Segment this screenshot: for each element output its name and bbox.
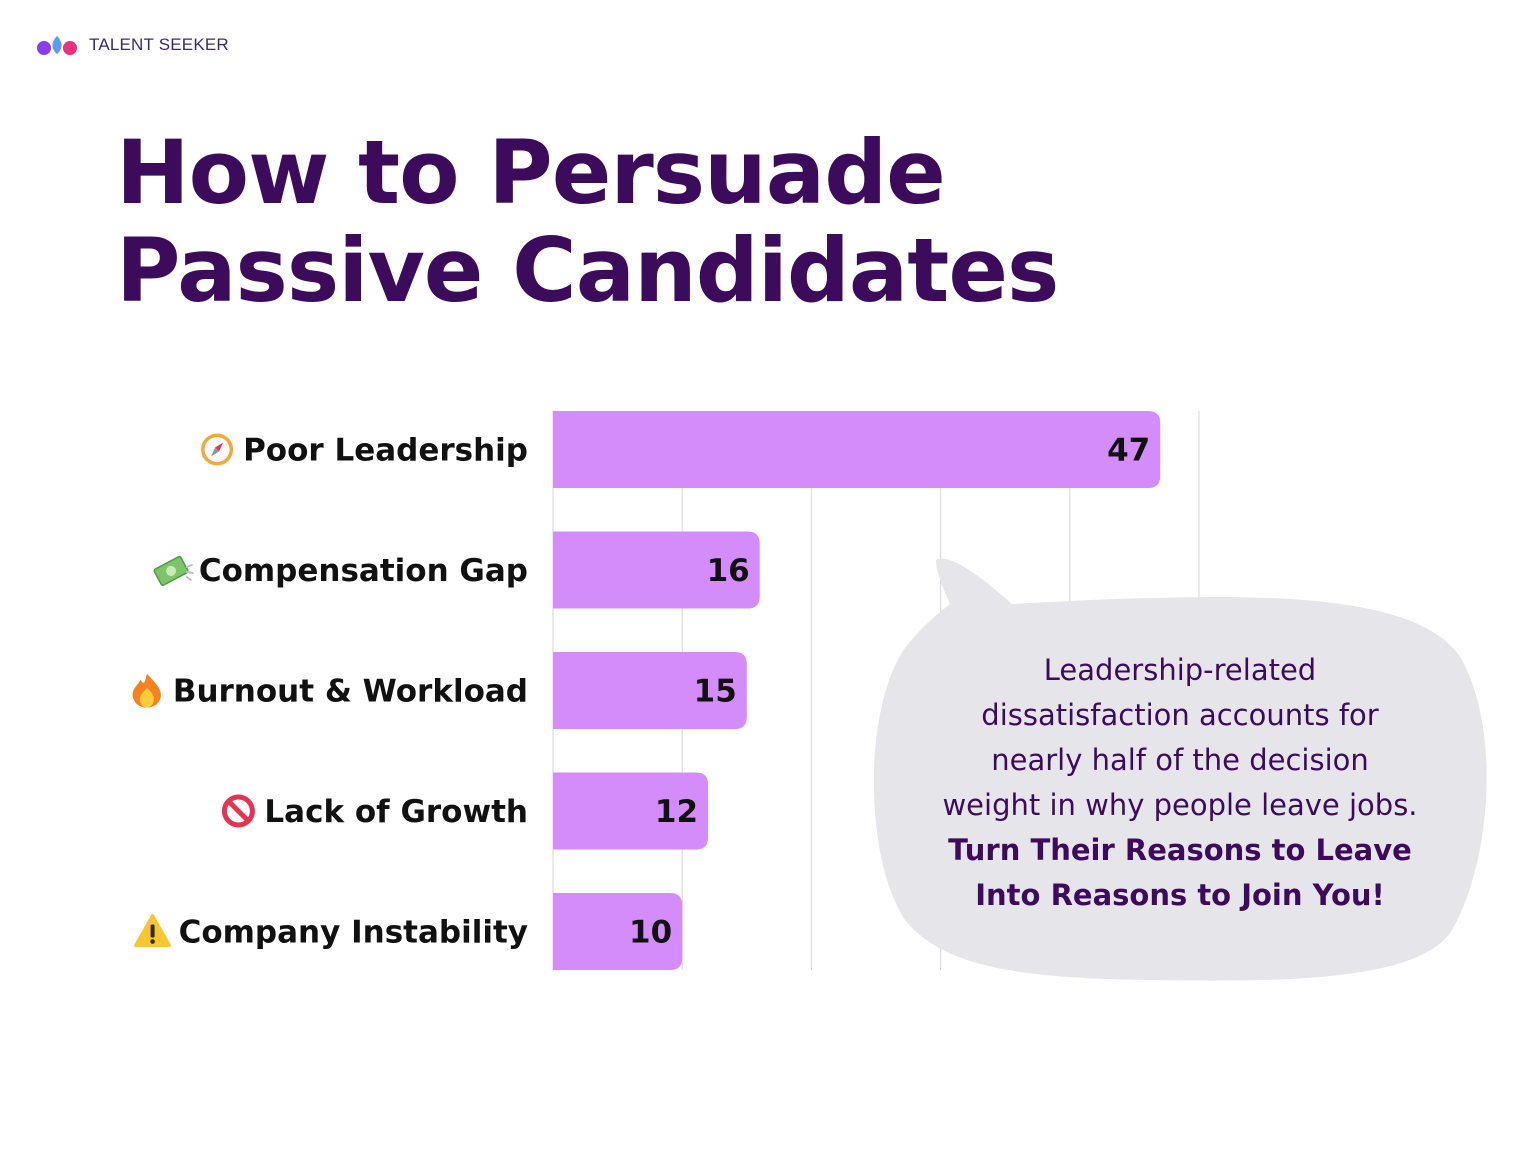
category-label: Burnout & Workload	[173, 674, 528, 710]
callout-bubble-layer	[873, 558, 1487, 981]
callout-line: nearly half of the decision	[991, 743, 1369, 777]
compass-icon	[201, 433, 234, 466]
fire-icon	[132, 673, 161, 708]
money-icon	[153, 555, 194, 586]
page-title: How to Persuade Passive Candidates	[116, 121, 1059, 322]
category-label: Poor Leadership	[243, 433, 528, 469]
bar	[553, 411, 1161, 488]
category-label: Compensation Gap	[199, 553, 528, 589]
bar	[553, 652, 747, 729]
callout-line: weight in why people leave jobs.	[942, 788, 1418, 822]
brand: TALENT SEEKER	[36, 34, 229, 56]
bar	[553, 531, 760, 609]
title-line-2: Passive Candidates	[116, 219, 1059, 322]
category-label: Lack of Growth	[264, 794, 528, 830]
brand-name: TALENT SEEKER	[89, 35, 229, 54]
data-label: 47	[1107, 433, 1150, 469]
data-label: 10	[629, 915, 672, 951]
no-entry-icon	[221, 794, 255, 828]
title-line-1: How to Persuade	[116, 121, 946, 224]
bars-layer	[553, 411, 1161, 970]
callout-line: dissatisfaction accounts for	[981, 698, 1379, 732]
warning-icon	[134, 914, 172, 947]
category-label: Company Instability	[179, 915, 528, 951]
callout-line: Leadership-related	[1043, 653, 1317, 687]
data-label: 16	[707, 553, 750, 589]
bar	[553, 893, 683, 970]
labels-layer: 47 Poor Leadership 16 Compensation Gap 15 Bur…	[132, 433, 1150, 951]
bar	[553, 772, 709, 850]
callout-emphasis-line: Turn Their Reasons to Leave	[948, 833, 1412, 867]
callout-bubble	[873, 558, 1487, 981]
callout-text: Leadership-related dissatisfaction accou…	[900, 648, 1460, 918]
data-label: 12	[655, 794, 698, 830]
talent-seeker-logo-icon	[37, 36, 77, 55]
callout-emphasis-line: Into Reasons to Join You!	[975, 878, 1385, 912]
data-label: 15	[694, 674, 737, 710]
